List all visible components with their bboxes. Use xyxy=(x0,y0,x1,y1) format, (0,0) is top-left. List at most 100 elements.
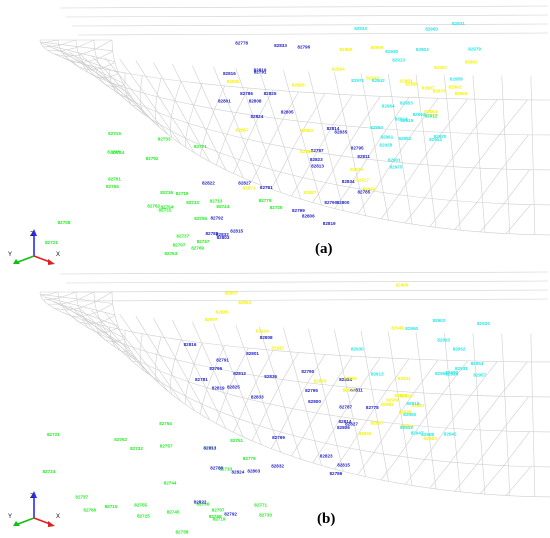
node-label-green: 82744 xyxy=(216,204,229,209)
mesh-edge xyxy=(139,333,143,350)
mesh-edge xyxy=(40,294,113,304)
node-label-blue: 82814 xyxy=(339,419,352,424)
mesh-edge xyxy=(169,375,172,388)
mesh-edge xyxy=(476,168,502,203)
node-label-cyan: 82968 xyxy=(421,432,434,437)
mesh-edge xyxy=(65,54,80,57)
node-label-blue: 82781 xyxy=(195,377,208,382)
mesh-edge xyxy=(404,459,425,485)
mesh-edge xyxy=(283,70,322,206)
mesh-edge xyxy=(258,69,302,200)
node-label-cyan: 82955 xyxy=(403,412,416,417)
node-label-blue: 82801 xyxy=(246,351,259,356)
mesh-edge xyxy=(215,411,221,424)
mesh-edge xyxy=(366,390,387,421)
z-arrowhead-icon xyxy=(31,229,37,236)
mesh-edge xyxy=(349,159,367,188)
mesh-edge xyxy=(119,314,181,402)
mesh-edge xyxy=(61,311,72,317)
node-label-green: 82725 xyxy=(137,514,150,519)
node-label-cyan: 82933 xyxy=(354,26,367,31)
node-label-green: 82737 xyxy=(75,494,88,499)
node-label-blue: 82816 xyxy=(223,71,236,76)
mesh-edge xyxy=(413,359,439,393)
node-label-cyan: 82954 xyxy=(471,361,484,366)
mesh-edge xyxy=(472,333,486,495)
mesh-edge xyxy=(307,354,326,383)
x-axis-label: X xyxy=(56,514,60,520)
node-label-blue: 82805 xyxy=(281,110,294,115)
mesh-edge xyxy=(251,165,260,182)
panel-b: 82769 82771 82755 82753 82745 82713 82738 82733… xyxy=(0,270,550,538)
mesh-edge xyxy=(139,75,143,93)
mesh-edge xyxy=(143,113,149,118)
node-label-green: 82766 xyxy=(83,508,96,513)
node-label-green: 82738 xyxy=(58,220,71,225)
axis-triad-icon: Z Y X xyxy=(8,491,60,527)
node-label-green: 82745 xyxy=(167,510,180,515)
mesh-edge xyxy=(233,418,240,433)
node-label-yellow: 82885 xyxy=(227,79,240,84)
node-label-green: 82754 xyxy=(161,204,174,209)
mesh-edge xyxy=(169,130,172,138)
mesh-edge xyxy=(174,339,182,360)
mesh-edge xyxy=(282,352,299,380)
node-label-yellow: 82946 xyxy=(391,326,404,331)
mesh-edge xyxy=(193,83,203,106)
mesh-edge xyxy=(170,359,176,376)
mesh-edge xyxy=(332,94,353,125)
mesh-edge xyxy=(53,53,66,57)
mesh-edge xyxy=(213,66,262,186)
node-label-blue: 82813 xyxy=(204,446,217,451)
mesh-edge xyxy=(124,344,128,355)
mesh-edge xyxy=(59,5,549,9)
node-label-green: 82752 xyxy=(146,156,159,161)
node-label-yellow: 82989 xyxy=(381,402,394,407)
node-label-yellow: 82924 xyxy=(332,67,345,72)
mesh-edge xyxy=(429,200,451,227)
node-label-blue: 82786 xyxy=(330,471,343,476)
mesh-edge xyxy=(226,112,237,135)
mesh-edge xyxy=(473,134,500,169)
mesh-edge xyxy=(135,316,195,411)
node-label-blue: 82834 xyxy=(342,179,355,184)
node-label-green: 82779 xyxy=(259,198,272,203)
mesh-edge xyxy=(441,360,468,395)
mesh-edge xyxy=(366,128,387,160)
mesh-edge xyxy=(79,307,147,371)
node-label-cyan: 82930 xyxy=(351,346,364,351)
node-label-cyan: 82950 xyxy=(405,326,418,331)
mesh-edge xyxy=(61,47,77,52)
node-label-cyan: 82942 xyxy=(444,431,457,436)
mesh-edge xyxy=(283,327,322,466)
node-label-green: 82779 xyxy=(243,456,256,461)
mesh-edge xyxy=(83,311,98,317)
node-label-cyan: 82933 xyxy=(477,321,490,326)
x-axis-label: X xyxy=(56,252,60,258)
mesh-edge xyxy=(131,104,139,107)
mesh-edge xyxy=(171,63,227,171)
mesh-edge xyxy=(98,77,106,85)
mesh-edge xyxy=(236,347,249,373)
mesh-edge xyxy=(188,104,195,124)
mesh-edge xyxy=(169,387,172,395)
node-label-cyan: 82915 xyxy=(400,118,413,123)
node-label-cyan: 82913 xyxy=(371,371,384,376)
node-label-blue: 82819 xyxy=(323,221,336,226)
mesh-edge xyxy=(307,93,326,123)
mesh-edge xyxy=(202,128,208,146)
node-label-yellow: 82917 xyxy=(356,177,369,182)
mesh-edge xyxy=(413,98,439,132)
node-label-blue: 82795 xyxy=(305,388,318,393)
node-label-blue: 82819 xyxy=(212,386,225,391)
mesh-edge xyxy=(480,465,505,494)
mesh-edge xyxy=(470,361,498,396)
node-label-blue: 82825 xyxy=(264,91,277,96)
mesh-edge xyxy=(392,130,415,163)
mesh-edge xyxy=(360,330,389,482)
mesh-edge xyxy=(143,370,149,374)
mesh-edge xyxy=(121,95,131,97)
mesh-edge xyxy=(121,350,131,352)
node-label-yellow: 82902 xyxy=(449,84,462,89)
node-label-green: 82733 xyxy=(259,513,272,518)
